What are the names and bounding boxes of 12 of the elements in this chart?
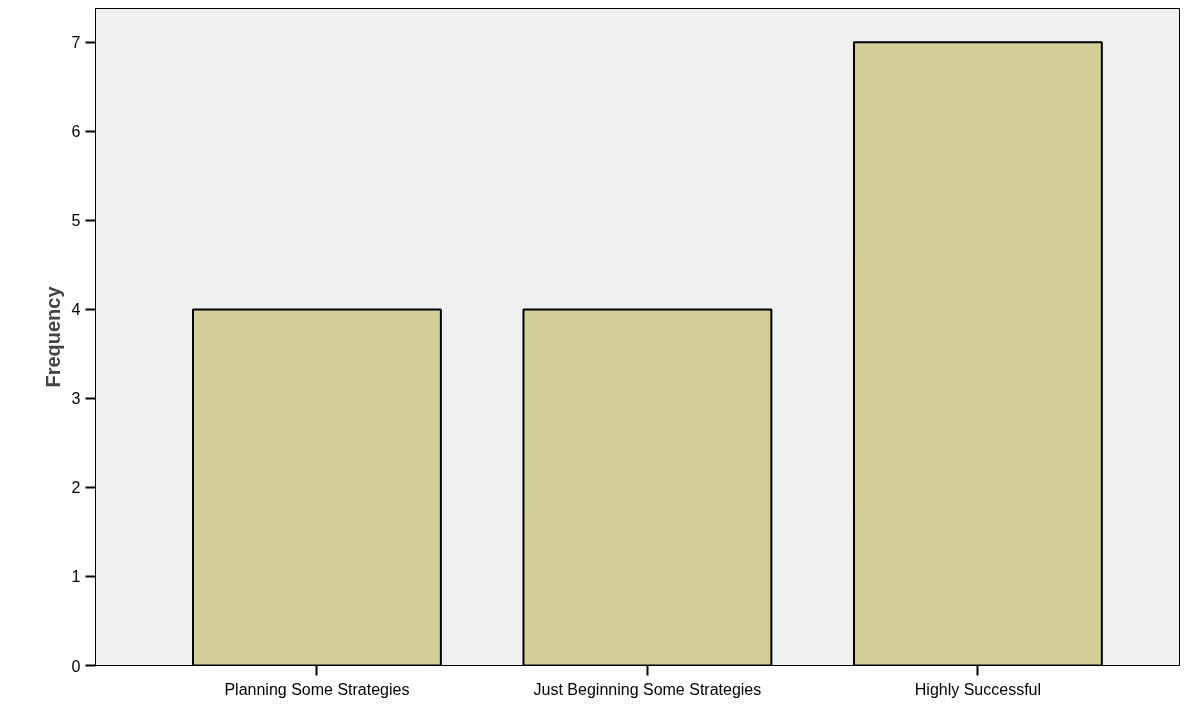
y-tick-label: 6 [71,123,81,141]
x-tick-label: Planning Some Strategies [224,680,410,698]
y-axis-title: Frequency [41,285,64,388]
y-tick-label: 5 [71,212,81,230]
x-tick-label: Just Beginning Some Strategies [533,680,762,698]
y-tick-label: 1 [71,568,81,586]
y-tick-label: 4 [71,301,81,319]
y-tick-label: 7 [71,34,81,52]
x-tick-label: Highly Successful [914,680,1042,698]
y-tick-label: 2 [71,479,81,497]
y-tick-label: 0 [71,657,81,675]
y-tick-label: 3 [71,390,81,408]
